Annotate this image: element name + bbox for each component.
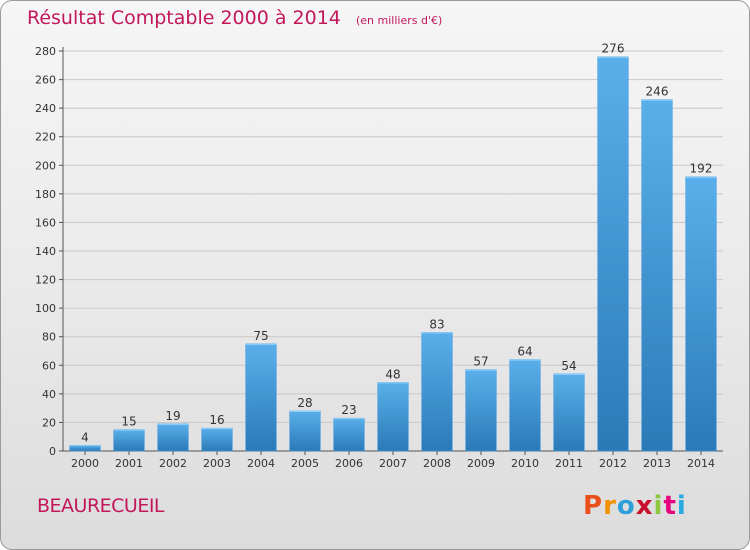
- ytick-label-220: 220: [35, 131, 56, 144]
- ytick-label-240: 240: [35, 102, 56, 115]
- labels: 4 2000 15 2001 19 2002 16 2003 75 2004 28 2005 23 200…: [71, 42, 715, 470]
- value-label-2009: 57: [473, 355, 488, 369]
- ytick-label-160: 160: [35, 216, 56, 229]
- value-label-2012: 276: [602, 42, 625, 56]
- bar-2001: [113, 429, 145, 452]
- value-label-2006: 23: [341, 403, 356, 417]
- xtick-label-2001: 2001: [115, 457, 143, 470]
- xtick-label-2002: 2002: [159, 457, 187, 470]
- ytick-label-140: 140: [35, 245, 56, 258]
- value-label-2000: 4: [81, 430, 89, 444]
- value-label-2003: 16: [209, 413, 224, 427]
- logo-letter: P: [583, 491, 604, 521]
- xtick-label-2011: 2011: [555, 457, 583, 470]
- logo-letter: i: [676, 491, 687, 521]
- value-label-2010: 64: [517, 345, 532, 359]
- value-label-2001: 15: [121, 415, 136, 429]
- xtick-label-2006: 2006: [335, 457, 363, 470]
- ytick-label-60: 60: [42, 359, 56, 372]
- ytick-label-260: 260: [35, 74, 56, 87]
- commune-name: BEAURECUEIL: [37, 495, 165, 517]
- xtick-label-2014: 2014: [687, 457, 715, 470]
- xtick-label-2012: 2012: [599, 457, 627, 470]
- bar-2003: [201, 427, 233, 452]
- bar-2006: [333, 417, 365, 452]
- chart-title-text: Résultat Comptable 2000 à 2014: [27, 7, 341, 29]
- bar-2010: [509, 359, 541, 452]
- ytick-label-200: 200: [35, 159, 56, 172]
- logo-letter: t: [663, 491, 677, 521]
- xtick-label-2005: 2005: [291, 457, 319, 470]
- value-label-2007: 48: [385, 367, 400, 381]
- ytick-label-40: 40: [42, 388, 56, 401]
- ytick-label-100: 100: [35, 302, 56, 315]
- logo-letter: r: [603, 491, 617, 521]
- xtick-label-2007: 2007: [379, 457, 407, 470]
- ytick-label-120: 120: [35, 274, 56, 287]
- xtick-label-2000: 2000: [71, 457, 99, 470]
- bar-2013: [641, 99, 673, 452]
- value-label-2014: 192: [690, 162, 713, 176]
- bar-2004: [245, 343, 277, 452]
- logo-letter: i: [653, 491, 664, 521]
- logo-letter: x: [635, 491, 654, 521]
- bar-2009: [465, 369, 497, 452]
- ytick-label-180: 180: [35, 188, 56, 201]
- ytick-label-280: 280: [35, 45, 56, 58]
- bar-2014: [685, 176, 717, 452]
- ytick-label-20: 20: [42, 416, 56, 429]
- bar-2008: [421, 332, 453, 452]
- xtick-label-2008: 2008: [423, 457, 451, 470]
- chart-title: Résultat Comptable 2000 à 2014 (en milli…: [27, 7, 442, 29]
- value-label-2004: 75: [253, 329, 268, 343]
- logo-letter: o: [616, 491, 636, 521]
- xtick-label-2013: 2013: [643, 457, 671, 470]
- bar-2005: [289, 410, 321, 452]
- ytick-label-0: 0: [49, 445, 56, 458]
- value-label-2008: 83: [429, 317, 444, 331]
- xtick-label-2009: 2009: [467, 457, 495, 470]
- bar-2002: [157, 423, 189, 452]
- value-label-2011: 54: [561, 359, 576, 373]
- proxiti-logo: Proxiti: [583, 491, 687, 521]
- chart-unit-label: (en milliers d'€): [355, 14, 443, 27]
- bars: [69, 56, 717, 452]
- bar-2012: [597, 56, 629, 452]
- xtick-label-2010: 2010: [511, 457, 539, 470]
- bar-2007: [377, 382, 409, 452]
- value-label-2013: 246: [646, 85, 669, 99]
- ytick-label-80: 80: [42, 331, 56, 344]
- value-label-2002: 19: [165, 409, 180, 423]
- xtick-label-2004: 2004: [247, 457, 275, 470]
- bar-2011: [553, 373, 585, 452]
- xtick-label-2003: 2003: [203, 457, 231, 470]
- value-label-2005: 28: [297, 396, 312, 410]
